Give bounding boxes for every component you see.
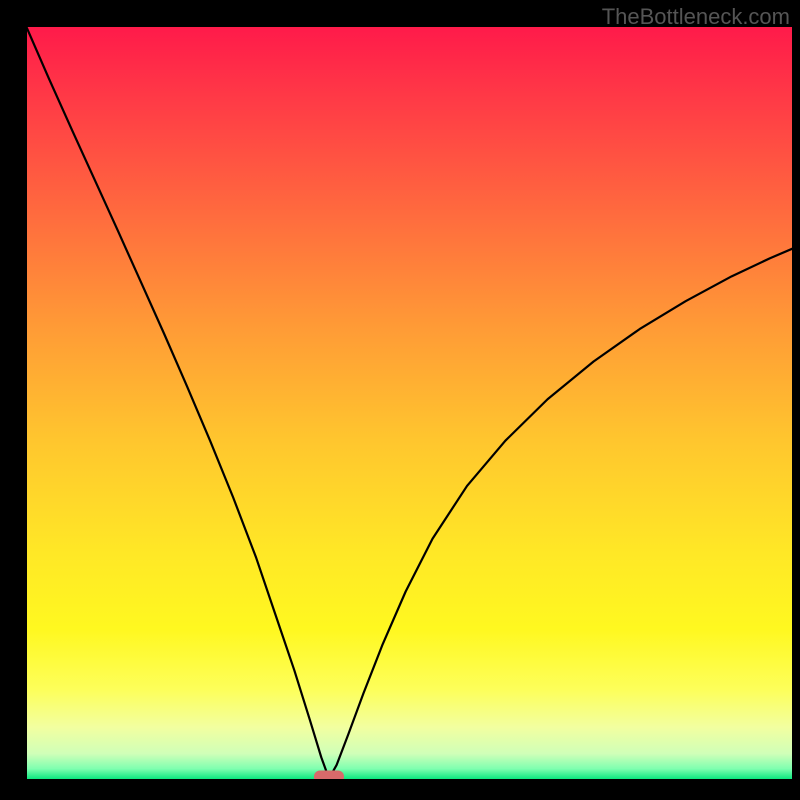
bottleneck-chart: TheBottleneck.com: [0, 0, 800, 800]
watermark-text: TheBottleneck.com: [602, 4, 790, 30]
chart-svg: [0, 0, 800, 800]
gradient-background: [26, 26, 793, 780]
